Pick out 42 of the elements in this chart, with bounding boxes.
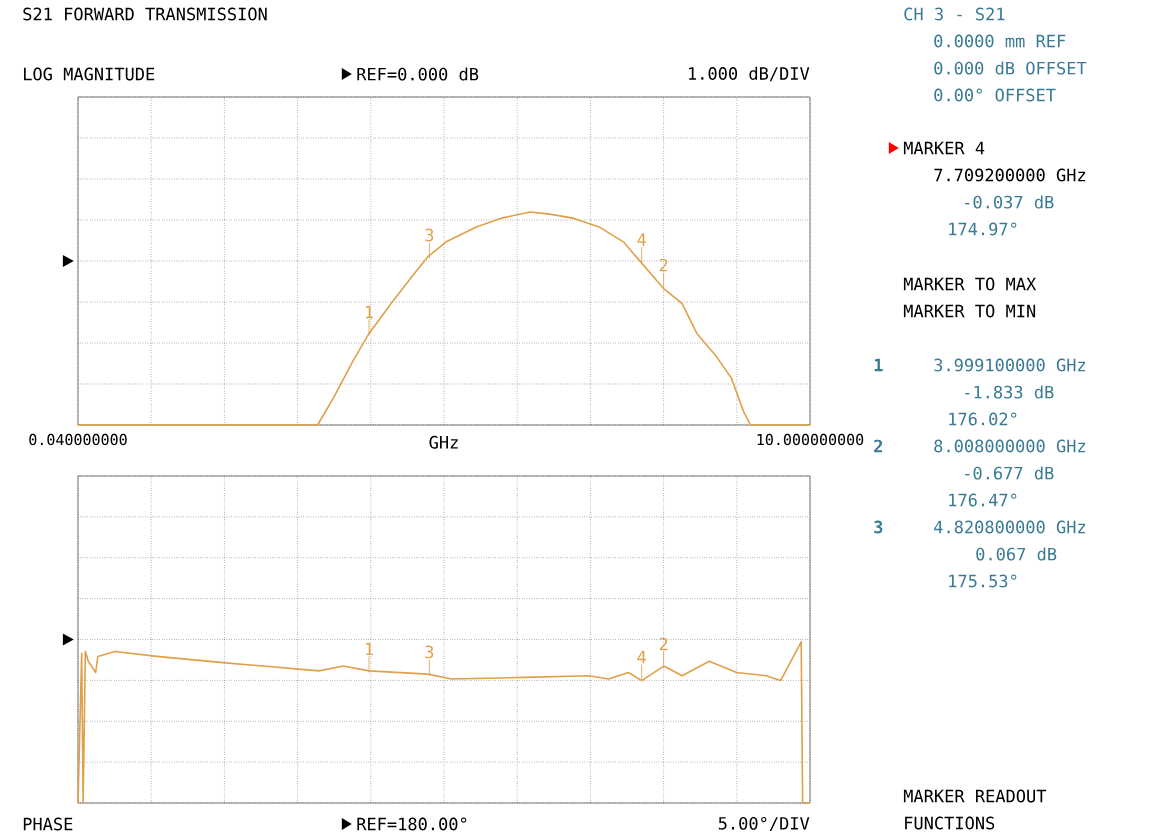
text: 0.067 dB bbox=[976, 547, 1057, 561]
text: 175.53° bbox=[949, 574, 1017, 588]
text: 1 bbox=[874, 358, 883, 372]
text: 0.00° OFFSET bbox=[934, 88, 1056, 102]
annotation: 2 bbox=[659, 637, 668, 651]
chart-subtitle: LOG MAGNITUDE bbox=[24, 67, 155, 81]
text: -0.677 dB bbox=[965, 466, 1054, 480]
x-tick-label: 10.000000000 bbox=[757, 433, 864, 446]
text: CH 3 - S21 bbox=[904, 7, 1005, 21]
text: 176.02° bbox=[949, 412, 1017, 426]
annotation: 4 bbox=[637, 650, 646, 664]
text: -0.037 dB bbox=[965, 195, 1054, 209]
text: 0.0000 mm REF bbox=[934, 34, 1066, 48]
text: MARKER READOUT bbox=[903, 789, 1047, 803]
x-axis-title: GHz bbox=[429, 435, 458, 449]
text: REF=0.000 dB bbox=[357, 67, 479, 81]
text: 3.999100000 GHz bbox=[934, 358, 1086, 372]
text: 176.47° bbox=[949, 493, 1017, 507]
text: 2 bbox=[874, 439, 883, 453]
text: 5.00°/DIV bbox=[718, 816, 810, 832]
text: 8.008000000 GHz bbox=[934, 439, 1086, 453]
text: 0.000 dB OFFSET bbox=[934, 61, 1087, 75]
text: PHASE bbox=[23, 817, 73, 831]
text: MARKER 4 bbox=[903, 141, 985, 155]
annotation: 3 bbox=[425, 228, 434, 242]
text: 3 bbox=[874, 520, 883, 534]
text: -1.833 dB bbox=[965, 385, 1054, 399]
annotation: 3 bbox=[425, 645, 434, 659]
annotation: 1 bbox=[365, 305, 373, 319]
text: REF=180.00° bbox=[357, 817, 467, 831]
chart-title: S21 FORWARD TRANSMISSION bbox=[23, 7, 267, 21]
text: FUNCTIONS bbox=[905, 816, 995, 830]
text: 1.000 dB/DIV bbox=[689, 66, 810, 82]
x-tick-label: 0.040000000 bbox=[29, 433, 127, 446]
text: 7.709200000 GHz bbox=[934, 168, 1086, 182]
annotation: 2 bbox=[659, 258, 668, 272]
text: MARKER TO MAX bbox=[903, 277, 1037, 291]
text: 174.97° bbox=[949, 222, 1017, 236]
annotation: 4 bbox=[637, 233, 646, 246]
annotation: 1 bbox=[365, 642, 373, 656]
text: MARKER TO MIN bbox=[903, 304, 1036, 318]
text: 4.820800000 GHz bbox=[934, 520, 1086, 534]
